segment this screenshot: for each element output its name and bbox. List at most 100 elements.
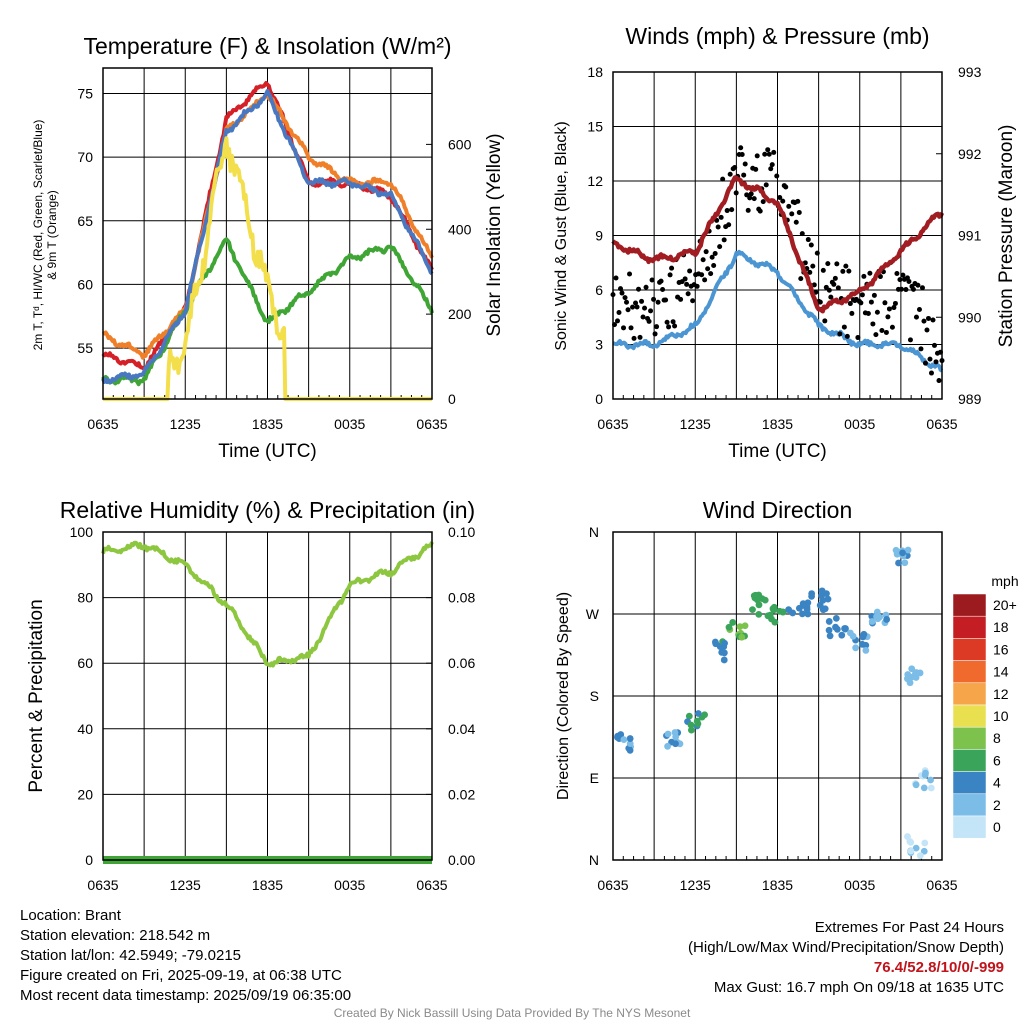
gust-point bbox=[786, 203, 792, 209]
gust-point bbox=[732, 164, 738, 170]
location-text: Location: Brant bbox=[20, 907, 121, 924]
direction-point bbox=[729, 619, 737, 626]
y-tick-label: 20 bbox=[77, 786, 93, 802]
y-tick-label: 60 bbox=[77, 655, 93, 671]
gust-point bbox=[709, 254, 715, 260]
recent-text: Most recent data timestamp: 2025/09/19 0… bbox=[20, 987, 352, 1004]
gust-point bbox=[739, 152, 745, 158]
gust-point bbox=[685, 291, 691, 297]
direction-point bbox=[826, 632, 834, 640]
direction-point bbox=[921, 839, 929, 847]
direction-point bbox=[901, 559, 909, 567]
gust-point bbox=[832, 275, 838, 281]
direction-point bbox=[694, 710, 702, 717]
gust-point bbox=[808, 242, 814, 248]
direction-point bbox=[824, 595, 832, 603]
gust-point bbox=[877, 274, 883, 280]
gust-point bbox=[898, 286, 904, 292]
direction-point bbox=[912, 669, 920, 676]
y-tick-label: 40 bbox=[77, 721, 93, 737]
direction-point bbox=[795, 604, 803, 612]
gust-point bbox=[921, 318, 927, 324]
gust-point bbox=[825, 261, 831, 267]
y-tick-label: W bbox=[586, 606, 600, 622]
gust-point bbox=[873, 332, 879, 338]
direction-point bbox=[779, 608, 787, 616]
gust-point bbox=[849, 310, 855, 316]
gust-point bbox=[837, 331, 843, 337]
x-tick-label: 1835 bbox=[252, 877, 283, 893]
gust-point bbox=[855, 335, 861, 341]
gust-point bbox=[763, 182, 769, 188]
gust-point bbox=[664, 319, 670, 325]
gust-point bbox=[700, 257, 706, 263]
direction-point bbox=[920, 847, 928, 855]
gust-point bbox=[627, 271, 633, 277]
gust-point bbox=[868, 299, 874, 305]
direction-point bbox=[771, 618, 779, 626]
gust-point bbox=[760, 199, 766, 205]
y2-axis-label: Station Pressure (Maroon) bbox=[996, 125, 1017, 348]
gust-point bbox=[690, 298, 696, 304]
direction-point bbox=[858, 640, 866, 648]
gust-point bbox=[882, 300, 888, 306]
series-line bbox=[611, 175, 945, 314]
gust-point bbox=[922, 360, 928, 366]
gust-point bbox=[789, 211, 795, 217]
gust-point bbox=[757, 208, 763, 214]
gust-point bbox=[724, 208, 730, 214]
direction-point bbox=[907, 847, 915, 855]
y-tick-label: 0 bbox=[85, 852, 93, 868]
direction-point bbox=[741, 622, 749, 630]
gust-point bbox=[667, 272, 673, 278]
direction-point bbox=[711, 638, 719, 646]
gust-point bbox=[894, 270, 900, 276]
gust-point bbox=[652, 331, 658, 337]
series-line bbox=[101, 93, 434, 360]
y-tick-label: 3 bbox=[595, 337, 603, 353]
direction-point bbox=[626, 735, 634, 742]
gust-point bbox=[840, 268, 846, 274]
direction-point bbox=[614, 733, 621, 741]
direction-point bbox=[860, 630, 868, 638]
colorbar-label: 14 bbox=[993, 664, 1009, 680]
gust-point bbox=[777, 195, 783, 201]
y-tick-label: E bbox=[590, 770, 599, 786]
direction-point bbox=[718, 648, 726, 656]
direction-point bbox=[868, 618, 876, 625]
y-tick-label: 100 bbox=[70, 524, 94, 540]
direction-point bbox=[841, 625, 848, 632]
gust-point bbox=[625, 307, 631, 313]
gust-point bbox=[769, 162, 775, 168]
gust-point bbox=[658, 278, 664, 284]
extremes-subtitle: (High/Low/Max Wind/Precipitation/Snow De… bbox=[688, 939, 1004, 956]
direction-point bbox=[921, 771, 929, 779]
x-tick-label: 1235 bbox=[170, 877, 201, 893]
gust-point bbox=[634, 304, 640, 310]
credit-text: Created By Nick Bassill Using Data Provi… bbox=[333, 1006, 691, 1020]
colorbar-label: 12 bbox=[993, 686, 1009, 702]
y-axis-label: 2m T, Tᵈ, HI/WC (Red, Green, Scarlet/Blu… bbox=[31, 120, 45, 351]
gust-point bbox=[745, 207, 751, 213]
direction-point bbox=[785, 606, 793, 614]
gust-point bbox=[678, 296, 684, 302]
gust-point bbox=[727, 171, 733, 177]
gust-point bbox=[640, 314, 646, 320]
created-text: Figure created on Fri, 2025-09-19, at 06… bbox=[20, 967, 342, 984]
gust-point bbox=[916, 307, 922, 313]
x-tick-label: 0035 bbox=[334, 416, 365, 432]
direction-point bbox=[883, 616, 891, 623]
latlon-text: Station lat/lon: 42.5949; -79.0215 bbox=[20, 947, 242, 964]
gust-point bbox=[744, 192, 750, 198]
direction-point bbox=[626, 740, 634, 747]
direction-point bbox=[912, 844, 920, 852]
gust-point bbox=[711, 263, 717, 269]
panel-2 bbox=[100, 531, 435, 864]
gust-point bbox=[817, 299, 823, 305]
direction-point bbox=[907, 838, 915, 846]
gust-point bbox=[766, 151, 772, 157]
gust-point bbox=[828, 294, 834, 300]
gust-point bbox=[670, 319, 676, 325]
x-tick-label: 0035 bbox=[844, 877, 875, 893]
gust-point bbox=[931, 342, 937, 348]
